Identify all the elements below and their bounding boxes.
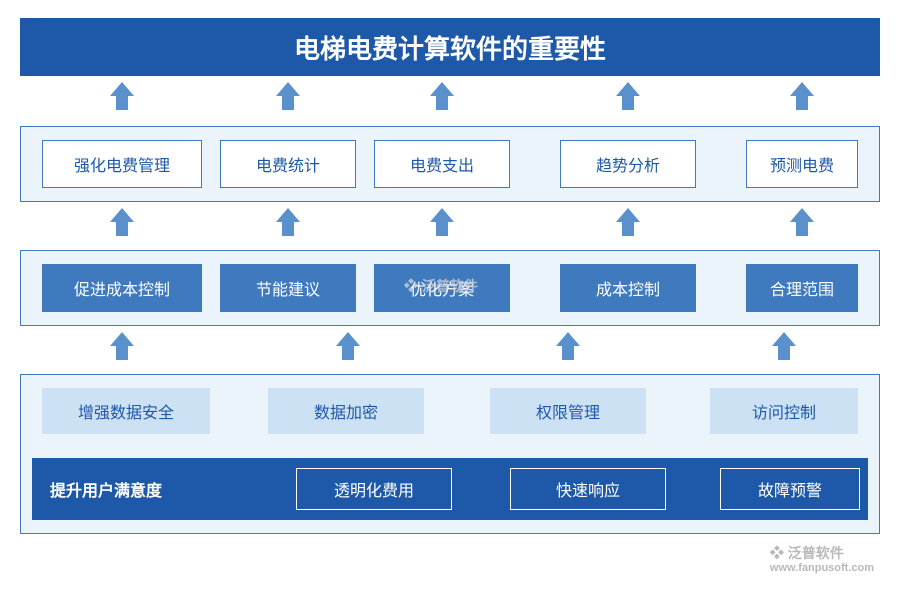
row1-item: 电费统计 [220, 140, 356, 188]
up-arrow-icon [276, 82, 300, 96]
up-arrow-icon [616, 208, 640, 222]
up-arrow-icon [790, 82, 814, 96]
row3b-item: 快速响应 [510, 468, 666, 510]
up-arrow-icon [110, 332, 134, 346]
up-arrow-icon [336, 332, 360, 346]
row1-item: 预测电费 [746, 140, 858, 188]
up-arrow-icon [772, 332, 796, 346]
row3a-item: 增强数据安全 [42, 388, 210, 434]
up-arrow-icon [616, 82, 640, 96]
row1-item: 趋势分析 [560, 140, 696, 188]
up-arrow-icon [110, 208, 134, 222]
row3b-lead: 提升用户满意度 [44, 458, 244, 520]
row3a-item: 数据加密 [268, 388, 424, 434]
row3b-item: 透明化费用 [296, 468, 452, 510]
row3a-item: 访问控制 [710, 388, 858, 434]
row1-item: 电费支出 [374, 140, 510, 188]
row2-item: 合理范围 [746, 264, 858, 312]
row3b-item: 故障预警 [720, 468, 860, 510]
row2-item: 成本控制 [560, 264, 696, 312]
up-arrow-icon [276, 208, 300, 222]
row2-item: 节能建议 [220, 264, 356, 312]
up-arrow-icon [110, 82, 134, 96]
row3a-item: 权限管理 [490, 388, 646, 434]
row1-item: 强化电费管理 [42, 140, 202, 188]
up-arrow-icon [556, 332, 580, 346]
title-bar: 电梯电费计算软件的重要性 [20, 18, 880, 76]
up-arrow-icon [790, 208, 814, 222]
watermark-corner: ❖ 泛普软件www.fanpusoft.com [770, 545, 874, 576]
up-arrow-icon [430, 82, 454, 96]
row2-item: 促进成本控制 [42, 264, 202, 312]
up-arrow-icon [430, 208, 454, 222]
watermark-center: ❖ 泛普软件 [404, 276, 478, 296]
